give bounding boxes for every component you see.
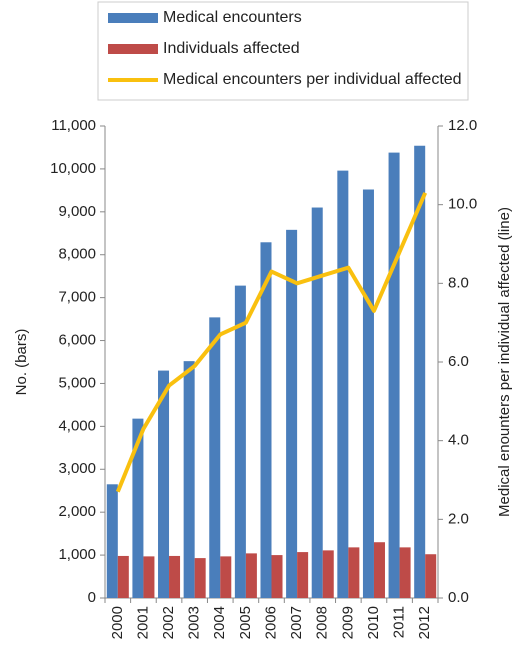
y-tick-label: 1,000	[58, 546, 96, 563]
bar	[143, 556, 155, 598]
y2-tick-label: 8.0	[448, 274, 469, 291]
y-tick-label: 9,000	[58, 203, 96, 220]
bar	[260, 242, 272, 598]
bar	[337, 170, 349, 598]
y-tick-label: 2,000	[58, 503, 96, 520]
legend-box	[97, 1, 469, 101]
bar	[286, 229, 298, 598]
x-tick-label: 2012	[416, 606, 433, 639]
x-tick-label: 2004	[211, 606, 228, 639]
x-tick-label: 2010	[365, 606, 382, 639]
y-tick-label: 5,000	[58, 374, 96, 391]
bar	[362, 189, 374, 599]
bar	[220, 556, 232, 598]
bar	[117, 555, 129, 598]
x-tick-label: 2005	[237, 606, 254, 639]
bar	[106, 484, 118, 598]
bar	[132, 418, 144, 598]
y-tick-label: 10,000	[50, 160, 96, 177]
y-tick-label: 4,000	[58, 417, 96, 434]
y-tick-label: 7,000	[58, 289, 96, 306]
y2-tick-label: 2.0	[448, 510, 469, 527]
x-tick-label: 2008	[314, 606, 331, 639]
x-tick-label: 2001	[134, 606, 151, 639]
x-tick-label: 2000	[109, 606, 126, 639]
y2-axis-title: Medical enounters per individual affecte…	[496, 207, 513, 517]
bar	[234, 285, 246, 598]
line	[115, 192, 428, 493]
bar	[414, 145, 426, 599]
y-tick-label: 3,000	[58, 460, 96, 477]
y2-tick-label: 4.0	[448, 432, 469, 449]
y-tick-label: 8,000	[58, 246, 96, 263]
bar	[194, 558, 206, 598]
y2-tick-label: 10.0	[448, 196, 477, 213]
legend-label: Individuals affected	[163, 40, 300, 57]
bar	[209, 317, 221, 598]
y-tick-label: 6,000	[58, 332, 96, 349]
bar	[399, 547, 411, 598]
x-tick-label: 2009	[339, 606, 356, 639]
bar	[245, 553, 257, 598]
bar	[311, 207, 323, 598]
bar	[425, 554, 437, 598]
legend-swatch	[108, 44, 158, 54]
x-tick-label: 2011	[391, 606, 408, 638]
legend-label: Medical encounters per individual affect…	[163, 71, 462, 88]
y-tick-label: 11,000	[51, 117, 96, 134]
y-axis-title: No. (bars)	[13, 329, 30, 396]
x-tick-label: 2006	[262, 606, 279, 639]
bar	[158, 370, 170, 598]
y2-tick-label: 0.0	[448, 589, 469, 606]
legend-label: Medical encounters	[163, 9, 302, 26]
x-tick-label: 2003	[186, 606, 203, 639]
x-tick-label: 2002	[160, 606, 177, 639]
x-tick-label: 2007	[288, 606, 305, 639]
y-tick-label: 0	[88, 589, 96, 606]
bar	[373, 542, 385, 598]
bar	[297, 552, 309, 598]
y2-tick-label: 6.0	[448, 353, 469, 370]
bar	[183, 361, 195, 598]
bar	[322, 550, 334, 598]
y2-tick-label: 12.0	[448, 117, 477, 134]
bar	[169, 555, 181, 598]
bar	[388, 152, 400, 598]
bar	[348, 547, 360, 598]
legend-swatch	[108, 13, 158, 23]
bar	[271, 555, 283, 598]
